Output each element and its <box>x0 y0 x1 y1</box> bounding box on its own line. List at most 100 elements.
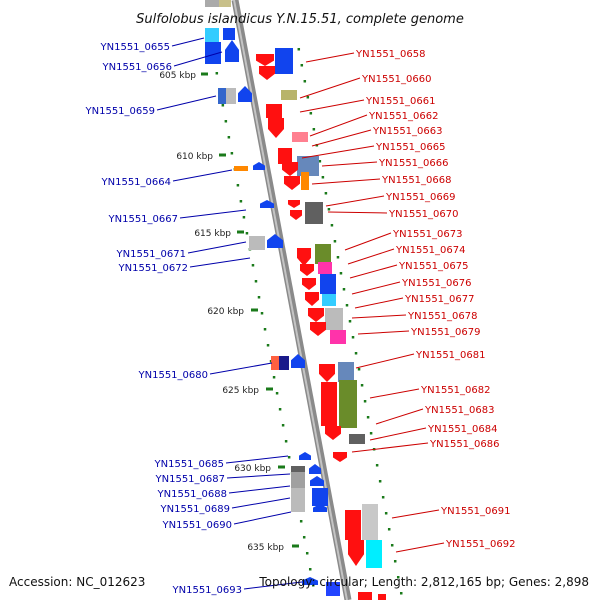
gene-feature <box>325 308 343 330</box>
leader-line <box>395 542 445 553</box>
gene-label[interactable]: YN1551_0687 <box>155 474 226 485</box>
gene-feature <box>267 234 283 248</box>
gene-label[interactable]: YN1551_0660 <box>361 74 432 85</box>
gene-feature <box>218 88 226 104</box>
leader-line <box>189 257 251 268</box>
gene-label[interactable]: YN1551_0670 <box>388 209 459 220</box>
gene-label[interactable]: YN1551_0674 <box>395 245 466 256</box>
tick-dot <box>339 272 343 275</box>
gene-label[interactable]: YN1551_0671 <box>116 249 187 260</box>
tick-dot <box>221 104 225 107</box>
gene-feature <box>313 504 327 512</box>
gene-feature <box>234 166 248 171</box>
gene-feature <box>300 264 314 276</box>
gene-label[interactable]: YN1551_0693 <box>172 585 243 596</box>
gene-label[interactable]: YN1551_0677 <box>404 294 475 305</box>
gene-label[interactable]: YN1551_0675 <box>398 261 469 272</box>
tick-dot <box>369 432 373 435</box>
gene-label[interactable]: YN1551_0658 <box>355 49 426 60</box>
tick-dot <box>287 456 291 459</box>
gene-feature <box>225 40 239 62</box>
leader-line <box>327 211 388 214</box>
gene-label[interactable]: YN1551_0656 <box>102 62 173 73</box>
leader-line <box>321 161 378 167</box>
tick-dot <box>399 592 403 595</box>
gene-feature <box>348 540 364 566</box>
gene-label[interactable]: YN1551_0655 <box>100 42 171 53</box>
tick-dot <box>308 568 312 571</box>
tick-dot <box>227 136 231 139</box>
gene-label[interactable]: YN1551_0692 <box>445 539 516 550</box>
tick-dot <box>245 232 249 235</box>
leader-line <box>231 497 291 509</box>
tick-dot <box>360 384 364 387</box>
leader-line <box>354 297 404 309</box>
gene-feature <box>322 294 336 306</box>
gene-feature <box>290 210 302 220</box>
gene-label[interactable]: YN1551_0665 <box>375 142 446 153</box>
gene-label[interactable]: YN1551_0673 <box>392 229 463 240</box>
tick-dot <box>272 376 276 379</box>
gene-label[interactable]: YN1551_0680 <box>138 370 209 381</box>
leader-line <box>357 330 410 335</box>
gene-label[interactable]: YN1551_0661 <box>365 96 436 107</box>
leader-line <box>171 37 205 47</box>
reverse-gene-labels: YN1551_0655 YN1551_0656 YN1551_0659 YN15… <box>85 42 243 596</box>
gene-label[interactable]: YN1551_0672 <box>118 263 189 274</box>
gene-label[interactable]: YN1551_0662 <box>368 111 439 122</box>
gene-feature <box>219 0 231 7</box>
gene-label[interactable]: YN1551_0684 <box>427 424 498 435</box>
tick-dot <box>312 128 316 131</box>
gene-label[interactable]: YN1551_0689 <box>160 504 231 515</box>
gene-label[interactable]: YN1551_0659 <box>85 106 156 117</box>
leader-line <box>391 509 440 519</box>
gene-label[interactable]: YN1551_0678 <box>407 311 478 322</box>
tick-dot <box>366 416 370 419</box>
gene-label[interactable]: YN1551_0663 <box>372 126 443 137</box>
kbp-label: 630 kbp <box>234 464 271 474</box>
gene-label[interactable]: YN1551_0676 <box>401 278 472 289</box>
tick-dot <box>336 256 340 259</box>
kbp-label: 605 kbp <box>159 71 196 81</box>
gene-label[interactable]: YN1551_0682 <box>420 385 491 396</box>
tick-dot <box>333 240 337 243</box>
gene-label[interactable]: YN1551_0668 <box>381 175 452 186</box>
tick-dot <box>393 560 397 563</box>
gene-label[interactable]: YN1551_0685 <box>154 459 225 470</box>
gene-feature <box>281 90 297 100</box>
tick-dot <box>354 352 358 355</box>
gene-label[interactable]: YN1551_0669 <box>385 192 456 203</box>
gene-feature <box>321 382 337 426</box>
gene-feature <box>312 488 328 506</box>
gene-feature <box>291 466 305 472</box>
gene-feature <box>325 426 341 440</box>
gene-feature <box>226 88 236 104</box>
map-title: Sulfolobus islandicus Y.N.15.51, complet… <box>136 12 464 27</box>
gene-label[interactable]: YN1551_0664 <box>101 177 172 188</box>
gene-feature <box>253 162 265 170</box>
leader-line <box>225 455 289 464</box>
tick-dot <box>297 48 301 51</box>
tick-dot <box>254 280 258 283</box>
leader-line <box>156 95 217 111</box>
gene-label[interactable]: YN1551_0688 <box>157 489 228 500</box>
gene-label[interactable]: YN1551_0679 <box>410 327 481 338</box>
gene-label[interactable]: YN1551_0681 <box>415 350 486 361</box>
tick-dot <box>387 528 391 531</box>
leader-line <box>209 362 273 375</box>
gene-label[interactable]: YN1551_0666 <box>378 158 449 169</box>
leader-line <box>375 408 424 425</box>
tick-dot <box>251 264 255 267</box>
gene-label[interactable]: YN1551_0667 <box>108 214 179 225</box>
genome-summary-text: Topology: circular; Length: 2,812,165 bp… <box>258 575 589 589</box>
gene-feature <box>288 200 300 208</box>
gene-feature <box>297 248 311 266</box>
gene-label[interactable]: YN1551_0690 <box>162 520 233 531</box>
leader-line <box>349 264 398 279</box>
leader-line <box>355 353 415 369</box>
gene-label[interactable]: YN1551_0683 <box>424 405 495 416</box>
gene-label[interactable]: YN1551_0686 <box>429 439 500 450</box>
gene-label[interactable]: YN1551_0691 <box>440 506 511 517</box>
tick-dot <box>311 584 315 587</box>
